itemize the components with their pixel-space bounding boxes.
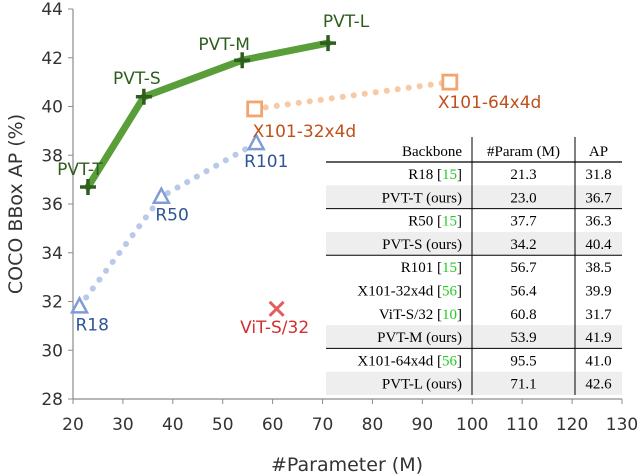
table-cell-backbone: R50 [15] [408, 214, 462, 230]
table-cell-ap: 36.3 [585, 214, 611, 230]
series-markers [69, 35, 459, 317]
y-tick-label: 30 [41, 341, 63, 361]
triangle-marker [246, 132, 266, 151]
square-marker [441, 73, 459, 91]
table-cell-ap: 36.7 [585, 190, 612, 206]
table-cell-ap: 31.7 [585, 307, 612, 323]
table-cell-backbone: PVT-T (ours) [382, 190, 462, 206]
square-marker [246, 100, 264, 118]
resnext-series-line [251, 79, 453, 112]
table-cell-param: 53.9 [510, 330, 536, 346]
pvt-series-line [84, 39, 332, 191]
y-tick-label: 38 [41, 146, 63, 166]
x-tick-label: 90 [412, 415, 434, 435]
y-tick-label: 44 [41, 0, 63, 20]
table-cell-ap: 41.0 [585, 353, 611, 369]
axes [68, 8, 623, 404]
table-cell-ap: 41.9 [585, 330, 611, 346]
table-header-param: #Param (M) [487, 144, 560, 160]
y-tick-labels: 28 30 32 34 36 38 40 42 44 [41, 0, 63, 410]
resnet-series-line [76, 140, 260, 310]
y-tick-label: 36 [41, 195, 63, 215]
table-cell-backbone: X101-32x4d [56] [357, 284, 462, 300]
table-cell-ap: 39.9 [585, 284, 611, 300]
x-tick-label: 110 [506, 415, 538, 435]
table-cell-param: 56.7 [510, 260, 537, 276]
x-tick-label: 70 [312, 415, 334, 435]
y-tick-label: 28 [41, 390, 63, 410]
point-label: R50 [155, 206, 188, 226]
table-cell-ap: 38.5 [585, 260, 611, 276]
plus-marker [234, 52, 251, 69]
table-cell-backbone: R18 [15] [408, 167, 462, 183]
plus-marker [320, 35, 337, 52]
x-tick-label: 50 [212, 415, 234, 435]
table-cell-param: 23.0 [510, 190, 536, 206]
row-highlight [326, 185, 622, 209]
x-tick-label: 20 [62, 415, 84, 435]
point-label: X101-32x4d [253, 122, 357, 142]
table-header-ap: AP [589, 144, 608, 160]
point-label: ViT-S/32 [240, 318, 309, 338]
point-label: PVT-T [57, 160, 103, 180]
row-highlight [326, 325, 622, 349]
y-tick-label: 42 [41, 49, 63, 69]
table-cell-backbone: PVT-M (ours) [377, 330, 462, 346]
table-background [326, 137, 622, 395]
table-cell-ap: 31.8 [585, 167, 611, 183]
x-tick-label: 30 [112, 415, 134, 435]
table-cell-backbone: X101-64x4d [56] [357, 353, 462, 369]
y-tick-label: 32 [41, 293, 63, 313]
point-labels: PVT-T PVT-S PVT-M PVT-L R18 R50 R101 X101-32x4d… [57, 12, 541, 338]
table-cell-backbone: ViT-S/32 [10] [379, 307, 462, 323]
table-cell-backbone: PVT-S (ours) [382, 237, 462, 253]
comparison-table: Backbone #Param (M) AP R18 [15] 21.3 31.8 PVT-… [326, 137, 622, 395]
table-cell-ap: 40.4 [585, 237, 612, 253]
x-axis-title: #Parameter (M) [271, 454, 423, 475]
plus-marker [135, 88, 152, 105]
x-marker [268, 300, 285, 317]
table-cell-backbone: R101 [15] [401, 260, 462, 276]
table-cell-param: 71.1 [510, 377, 536, 393]
point-label: PVT-M [198, 35, 250, 55]
triangle-marker [151, 186, 171, 204]
table-header-backbone: Backbone [402, 144, 462, 160]
y-tick-label: 34 [41, 244, 63, 264]
row-highlight [326, 231, 622, 256]
table-cell-param: 60.8 [510, 307, 536, 323]
x-tick-label: 100 [456, 415, 488, 435]
x-tick-label: 80 [362, 415, 384, 435]
x-tick-label: 60 [262, 415, 284, 435]
row-highlight [326, 371, 622, 395]
x-tick-label: 130 [606, 415, 638, 435]
triangle-marker [69, 295, 90, 314]
point-label: PVT-L [323, 12, 370, 32]
plus-marker [79, 178, 96, 195]
table-cell-backbone: PVT-L (ours) [382, 377, 462, 393]
point-label: R18 [75, 315, 108, 335]
point-label: PVT-S [113, 69, 161, 89]
table-cell-param: 56.4 [510, 284, 537, 300]
table-cell-param: 95.5 [510, 353, 536, 369]
x-tick-labels: 20 30 40 50 60 70 80 90 100 110 120 130 [62, 415, 638, 435]
table-cell-ap: 42.6 [585, 377, 612, 393]
y-axis-title: COCO BBox AP (%) [5, 114, 27, 294]
x-tick-label: 120 [556, 415, 588, 435]
table-cell-param: 34.2 [510, 237, 536, 253]
y-tick-label: 40 [41, 98, 63, 118]
table-cell-param: 37.7 [510, 214, 537, 230]
point-label: X101-64x4d [438, 93, 542, 113]
point-label: R101 [244, 152, 288, 172]
series-lines [76, 39, 453, 310]
x-tick-label: 40 [162, 415, 184, 435]
table-cell-param: 21.3 [510, 167, 536, 183]
